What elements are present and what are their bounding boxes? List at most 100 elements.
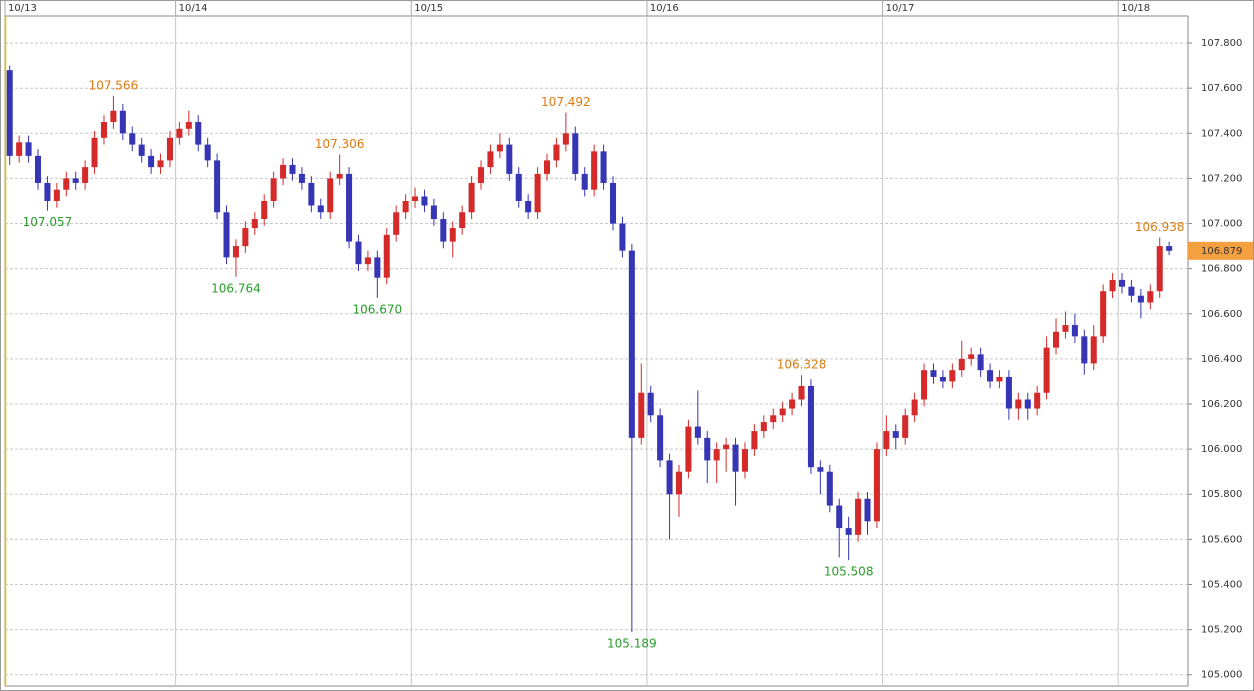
candle-body xyxy=(873,449,880,522)
y-tick-label: 107.000 xyxy=(1201,219,1242,230)
candle-body xyxy=(1005,376,1012,409)
y-tick-label: 105.200 xyxy=(1201,625,1242,636)
x-tick-label: 10/15 xyxy=(414,3,443,14)
candle-body xyxy=(459,212,466,229)
candle-body xyxy=(270,178,277,201)
candle-body xyxy=(619,223,626,251)
candle-body xyxy=(789,399,796,409)
candle-body xyxy=(1071,325,1078,337)
candle-body xyxy=(53,189,60,201)
candle-body xyxy=(977,354,984,371)
y-tick-label: 107.600 xyxy=(1201,83,1242,94)
candle-body xyxy=(515,173,522,201)
candle-body xyxy=(657,415,664,461)
candle-body xyxy=(44,182,51,201)
candle-body xyxy=(911,399,918,416)
x-tick-label: 10/16 xyxy=(650,3,679,14)
candle-body xyxy=(543,160,551,174)
candle-body xyxy=(176,128,183,138)
plot-area xyxy=(4,15,1189,687)
candle-body xyxy=(1081,336,1088,364)
candle-body xyxy=(525,200,532,213)
candle-body xyxy=(553,144,560,161)
x-tick-label: 10/18 xyxy=(1121,3,1150,14)
candle-body xyxy=(298,173,305,183)
candle-body xyxy=(487,151,494,168)
candle-body xyxy=(166,137,173,161)
candle-body xyxy=(572,133,579,174)
candle-body xyxy=(949,370,956,382)
candle-body xyxy=(958,358,965,371)
candle-body xyxy=(374,257,381,278)
candle-body xyxy=(138,144,145,156)
y-tick-label: 106.400 xyxy=(1201,354,1242,365)
candle-body xyxy=(468,182,475,213)
y-tick-label: 107.800 xyxy=(1201,38,1242,49)
extreme-label: 105.189 xyxy=(607,637,657,651)
candle-body xyxy=(921,370,928,400)
candle-body xyxy=(694,426,701,438)
candle-body xyxy=(393,212,400,235)
y-tick-label: 106.200 xyxy=(1201,399,1242,410)
candle-body xyxy=(336,173,343,179)
candle-body xyxy=(1147,291,1154,303)
candle-body xyxy=(732,444,739,472)
extreme-label: 105.508 xyxy=(824,565,874,579)
x-tick-label: 10/14 xyxy=(179,3,208,14)
candle-body xyxy=(440,219,447,242)
candle-body xyxy=(129,133,136,145)
candle-body xyxy=(817,467,824,472)
candle-body xyxy=(836,505,843,529)
candle-body xyxy=(421,196,428,206)
candle-body xyxy=(430,205,437,220)
candle-body xyxy=(232,246,239,258)
last-price-label: 106.879 xyxy=(1201,246,1242,257)
candle-body xyxy=(1062,325,1069,332)
y-tick-label: 105.400 xyxy=(1201,579,1242,590)
candle-body xyxy=(704,437,711,461)
y-tick-label: 106.800 xyxy=(1201,264,1242,275)
candle-body xyxy=(987,370,994,382)
candle-body xyxy=(280,164,287,179)
candle-body xyxy=(204,144,211,161)
candle-body xyxy=(195,122,202,145)
candle-body xyxy=(251,219,258,229)
candle-body xyxy=(242,228,249,247)
candle-body xyxy=(1015,399,1022,409)
extreme-label: 107.306 xyxy=(315,137,365,151)
candle-body xyxy=(713,449,720,461)
extreme-label: 106.328 xyxy=(777,358,827,372)
candle-body xyxy=(1034,392,1041,409)
extreme-label: 107.566 xyxy=(89,78,139,92)
candle-body xyxy=(1109,279,1116,292)
y-tick-label: 106.600 xyxy=(1201,309,1242,320)
candle-body xyxy=(91,137,98,168)
candle-body xyxy=(157,160,164,168)
candle-body xyxy=(628,250,635,438)
x-tick-label: 10/13 xyxy=(8,3,37,14)
candle-body xyxy=(72,178,79,183)
extreme-label: 107.057 xyxy=(23,215,73,229)
candle-body xyxy=(1090,336,1097,364)
candle-body xyxy=(845,528,852,535)
candle-body xyxy=(939,376,946,382)
candle-body xyxy=(741,449,748,472)
candle-body xyxy=(185,122,192,129)
candle-body xyxy=(119,110,126,134)
candle-body xyxy=(412,196,419,201)
extreme-label: 106.764 xyxy=(211,281,261,295)
candle-body xyxy=(1118,279,1126,287)
candle-body xyxy=(996,376,1003,382)
candle-body xyxy=(600,151,607,183)
candle-body xyxy=(82,167,89,183)
candle-body xyxy=(34,155,42,183)
candle-body xyxy=(25,142,32,156)
candle-body xyxy=(6,70,13,156)
candle-body xyxy=(364,257,371,265)
candle-body xyxy=(383,234,390,278)
candle-body xyxy=(902,415,909,438)
candle-body xyxy=(1053,331,1060,348)
candle-body xyxy=(100,122,107,138)
candle-body xyxy=(317,205,324,213)
